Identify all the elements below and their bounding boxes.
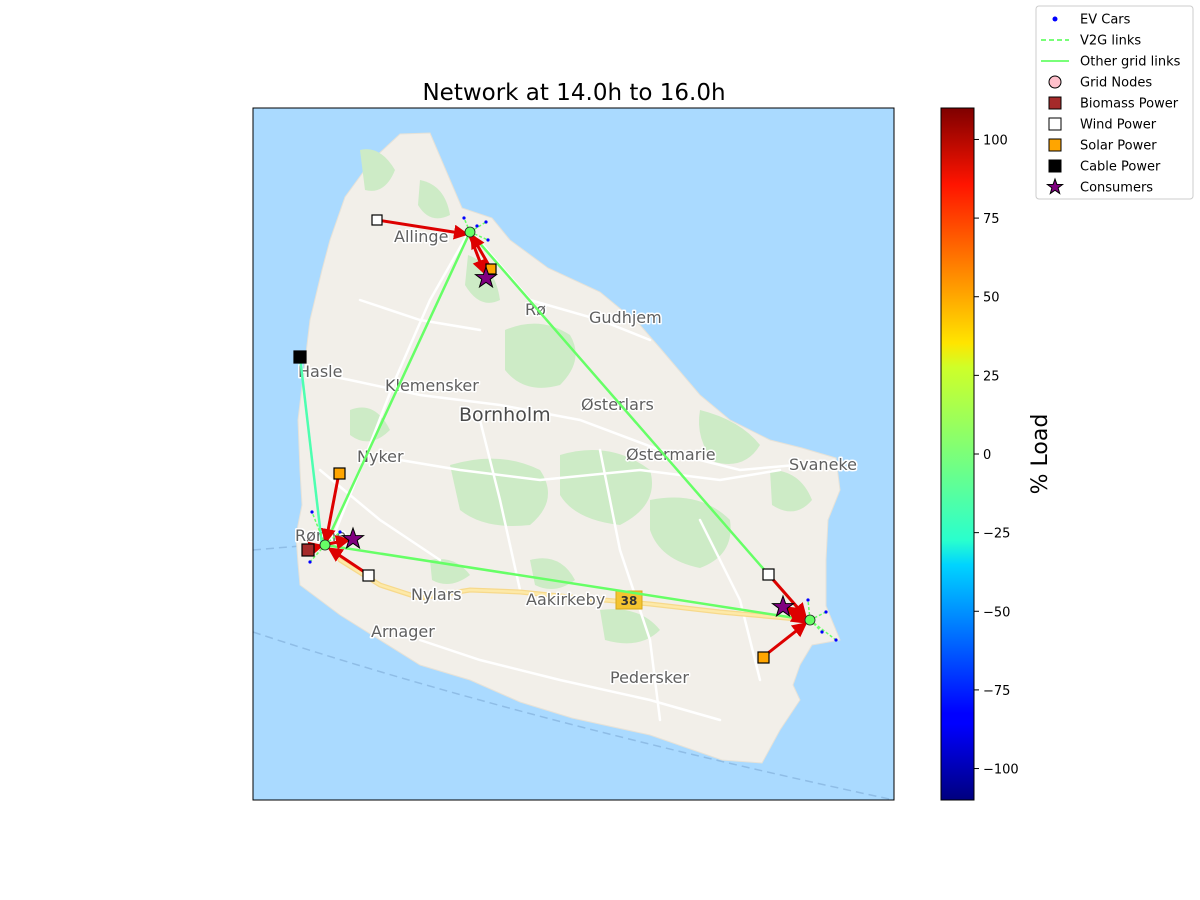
wind-power-node (762, 568, 775, 581)
forest-areas (350, 149, 812, 644)
place-label: Nylars (411, 585, 462, 604)
colorbar-ticks: 100 75 50 25 0 −25 −50 −75 −100 (974, 133, 1019, 778)
legend: EV Cars V2G links Other grid links Grid Nod… (1035, 5, 1194, 200)
legend-item: Consumers (1045, 177, 1153, 196)
legend-marker (1048, 96, 1062, 110)
colorbar-tick-label: 75 (983, 212, 1000, 227)
ev-car (806, 598, 810, 602)
legend-label: Solar Power (1080, 139, 1157, 154)
supply-link (468, 235, 487, 275)
grid-node (804, 614, 816, 626)
place-label: Østerlars (581, 395, 654, 414)
legend-item: EV Cars (1052, 13, 1131, 28)
legend-marker (1048, 138, 1062, 152)
supply-link (376, 218, 469, 240)
place-label: Pedersker (610, 668, 689, 687)
grid-link (323, 231, 472, 546)
legend-label: Wind Power (1080, 118, 1157, 133)
biomass-power-node (301, 543, 315, 557)
consumer-star (771, 594, 795, 618)
legend-item: V2G links (1041, 34, 1141, 49)
ev-car (824, 610, 828, 614)
place-label: Allinge (394, 227, 448, 246)
legend-item: Wind Power (1048, 117, 1157, 133)
ev-car (475, 224, 479, 228)
legend-marker (1048, 117, 1062, 131)
cable-power-node (293, 350, 307, 364)
road-number: 38 (621, 594, 638, 608)
ev-car (310, 510, 314, 514)
legend-marker (1048, 75, 1062, 89)
place-label: Aakirkeby (526, 590, 605, 609)
colorbar-tick-label: −75 (983, 684, 1010, 699)
legend-item: Other grid links (1041, 55, 1181, 70)
legend-item: Solar Power (1048, 138, 1157, 154)
grid-link (324, 543, 809, 622)
place-label: Svaneke (789, 455, 857, 474)
legend-label: EV Cars (1080, 13, 1131, 28)
place-label: Klemensker (385, 376, 479, 395)
colorbar-tick-label: −50 (983, 605, 1010, 620)
legend-label: V2G links (1080, 34, 1141, 49)
colorbar-tick-label: 50 (983, 291, 1000, 306)
solar-power-node (757, 651, 770, 664)
colorbar-tick-label: 100 (983, 133, 1008, 148)
ferry-route (253, 631, 894, 800)
supply-link (785, 608, 807, 624)
island-bornholm (295, 132, 841, 764)
ev-car (820, 630, 824, 634)
grid-link (469, 231, 809, 621)
ev-car (308, 560, 312, 564)
colorbar-label: % Load (1028, 414, 1053, 495)
grid-node (464, 226, 476, 238)
chart-title: Network at 14.0h to 16.0h (422, 80, 725, 106)
ev-car (338, 530, 342, 534)
consumers (341, 265, 795, 618)
colorbar-tick-label: −25 (983, 527, 1010, 542)
legend-label: Consumers (1080, 181, 1153, 196)
legend-marker (1048, 159, 1062, 173)
wind-power-node (362, 569, 375, 582)
ferry-route (253, 545, 301, 551)
ev-car (484, 220, 488, 224)
consumer-star (474, 265, 498, 289)
legend-label: Grid Nodes (1080, 76, 1152, 91)
grid-link (298, 356, 324, 546)
ev-car (834, 638, 838, 642)
colorbar (940, 107, 975, 801)
grid-links (298, 231, 809, 622)
legend-box (1035, 5, 1194, 200)
consumer-star (341, 526, 365, 550)
legend-label: Other grid links (1080, 55, 1181, 70)
solar-power-node (333, 467, 346, 480)
legend-label: Biomass Power (1080, 97, 1179, 112)
supply-link (762, 622, 808, 659)
grid-node (319, 539, 331, 551)
legend-marker (1045, 177, 1065, 195)
legend-item: Biomass Power (1048, 96, 1179, 112)
colorbar-tick-label: −100 (983, 763, 1019, 778)
place-label: Bornholm (459, 404, 551, 426)
legend-item: Grid Nodes (1048, 75, 1152, 91)
wind-power-node (371, 214, 383, 226)
legend-item: Cable Power (1048, 159, 1161, 175)
supply-link (327, 534, 351, 550)
place-label: Gudhjem (589, 308, 662, 327)
ev-car (486, 238, 490, 242)
place-label: Østermarie (626, 445, 716, 464)
supply-link (320, 472, 341, 544)
place-label: Hasle (298, 362, 342, 381)
map-frame (252, 107, 895, 801)
map-area: 38 Allinge Rø Gudhjem Hasle Klemensker B… (253, 108, 894, 800)
place-label: Arnager (371, 622, 435, 641)
legend-label: Cable Power (1080, 160, 1161, 175)
legend-marker (1052, 16, 1058, 22)
colorbar-tick-label: 0 (983, 448, 991, 463)
ev-car (462, 216, 466, 220)
colorbar-tick-label: 25 (983, 369, 1000, 384)
